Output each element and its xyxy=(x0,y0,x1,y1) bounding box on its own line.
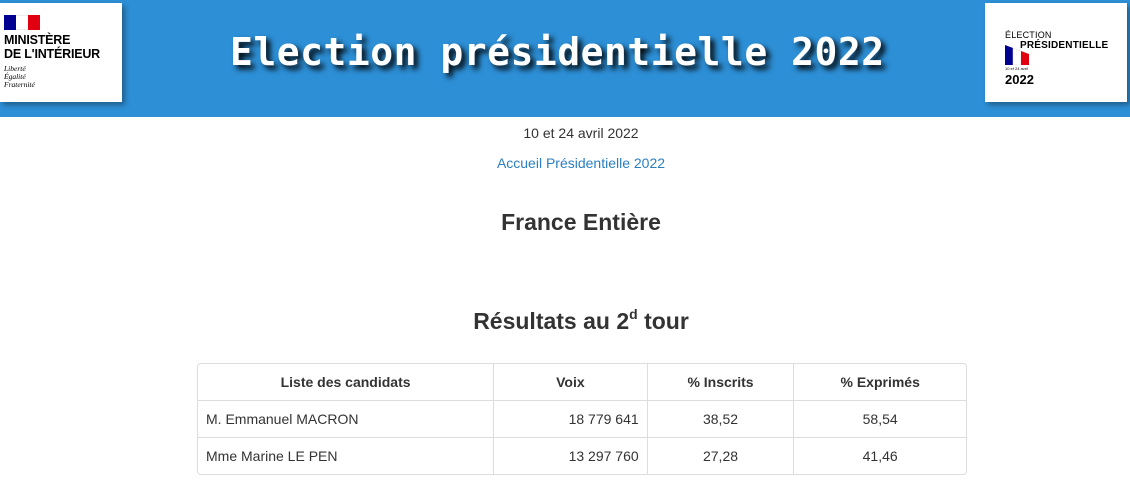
results-title: Résultats au 2d tour xyxy=(0,306,1130,335)
ministry-name-line1: MINISTÈRE xyxy=(4,33,71,47)
candidate-inscrits: 27,28 xyxy=(647,437,795,474)
candidate-voix: 13 297 760 xyxy=(494,437,648,474)
header-voix: Voix xyxy=(494,364,648,400)
table-row: Mme Marine LE PEN 13 297 760 27,28 41,46 xyxy=(198,437,966,474)
header-banner: MINISTÈRE DE L'INTÉRIEUR Liberté Égalité… xyxy=(0,0,1130,117)
page-title: Election présidentielle 2022 xyxy=(230,30,885,74)
motto-egalite: Égalité xyxy=(4,72,26,81)
header-exprimes: % Exprimés xyxy=(840,374,920,390)
results-table: Liste des candidats Voix % Inscrits % Ex… xyxy=(197,363,967,475)
motto-fraternite: Fraternité xyxy=(4,80,35,89)
ministry-logo[interactable]: MINISTÈRE DE L'INTÉRIEUR Liberté Égalité… xyxy=(0,3,122,102)
region-title: France Entière xyxy=(501,209,661,235)
election-dates: 10 et 24 avril 2022 xyxy=(523,125,639,141)
home-link[interactable]: Accueil Présidentielle 2022 xyxy=(496,155,666,171)
table-row: M. Emmanuel MACRON 18 779 641 38,52 58,5… xyxy=(198,400,966,437)
table-header-row: Liste des candidats Voix % Inscrits % Ex… xyxy=(198,364,966,400)
motto-liberte: Liberté xyxy=(4,64,26,73)
candidate-exprimes: 58,54 xyxy=(794,400,966,437)
header-candidates: Liste des candidats xyxy=(198,364,495,400)
election-logo[interactable]: ÉLECTION PRÉSIDENTIELLE 10 et 24 avril 2… xyxy=(985,3,1127,102)
results-title-text: Résultats au 2 xyxy=(473,308,630,334)
results-title-suffix: tour xyxy=(637,308,689,334)
election-logo-title: PRÉSIDENTIELLE xyxy=(1020,40,1109,51)
candidate-exprimes: 41,46 xyxy=(794,437,966,474)
candidate-name: M. Emmanuel MACRON xyxy=(198,400,495,437)
election-logo-dates: 10 et 24 avril xyxy=(1005,66,1028,71)
header-inscrits: % Inscrits xyxy=(648,364,795,400)
election-logo-year: 2022 xyxy=(1005,72,1034,87)
candidate-name: Mme Marine LE PEN xyxy=(198,437,495,474)
election-flag-icon xyxy=(1005,45,1029,65)
ministry-name-line2: DE L'INTÉRIEUR xyxy=(4,47,101,61)
results-title-sup: d xyxy=(629,306,638,322)
french-flag-icon xyxy=(4,15,40,30)
candidate-voix: 18 779 641 xyxy=(494,400,648,437)
election-logo-small-text: ÉLECTION xyxy=(1005,30,1052,40)
candidate-inscrits: 38,52 xyxy=(647,400,795,437)
